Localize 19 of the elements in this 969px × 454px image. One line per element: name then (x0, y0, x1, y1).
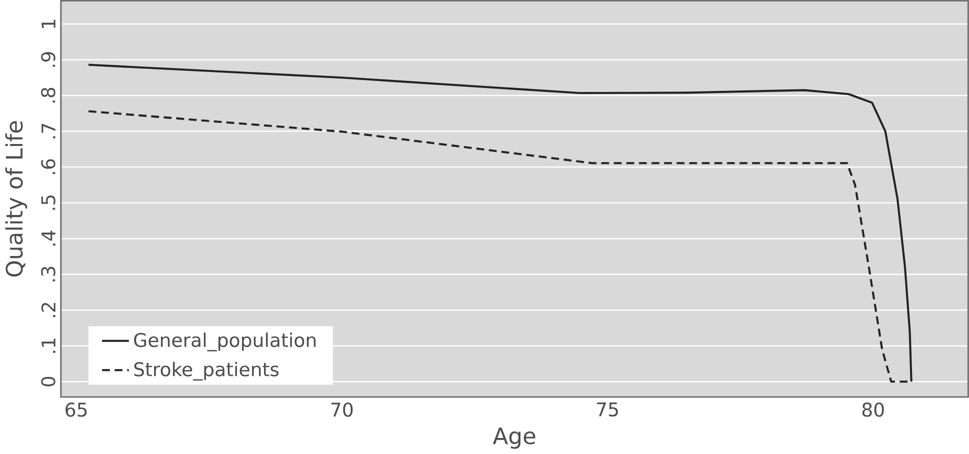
y-tick-label: .1 (42, 338, 56, 353)
y-tick-label: .2 (41, 302, 56, 318)
y-tick-label: .5 (41, 195, 56, 210)
legend-label: General_population (134, 332, 316, 352)
y-tick-label: .9 (41, 52, 56, 67)
x-axis-title: Age (492, 428, 536, 449)
x-tick-label: 75 (597, 402, 618, 417)
y-tick-label: 1 (42, 20, 56, 28)
y-tick-label: 0 (41, 376, 56, 386)
y-tick-label: .7 (42, 124, 56, 138)
y-tick-label: .4 (42, 230, 56, 246)
x-tick-label: 70 (331, 402, 353, 417)
y-tick-label: .3 (41, 266, 56, 282)
legend-label: Stroke_patients (134, 362, 279, 381)
y-tick-label: .6 (41, 159, 56, 174)
x-tick-label: 80 (862, 402, 884, 417)
y-tick-label: .8 (41, 88, 56, 102)
x-tick-label: 65 (66, 402, 87, 417)
y-axis-title: Quality of Life (5, 121, 28, 277)
